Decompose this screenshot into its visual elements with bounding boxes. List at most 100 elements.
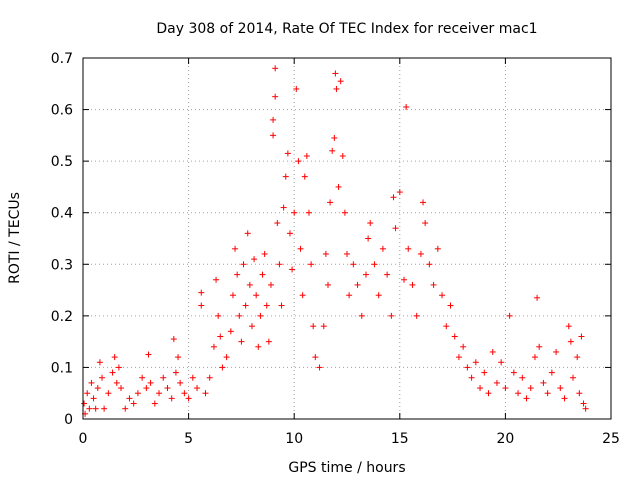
data-point [280, 204, 287, 211]
data-point [81, 400, 88, 407]
data-point [485, 390, 492, 397]
data-point [242, 302, 249, 309]
data-point [202, 390, 209, 397]
data-point [90, 395, 97, 402]
data-point [274, 220, 281, 227]
data-point [531, 354, 538, 361]
data-point [299, 292, 306, 299]
data-point [472, 359, 479, 366]
data-point [322, 250, 329, 257]
data-point [286, 230, 293, 237]
data-point [139, 374, 146, 381]
data-point [527, 385, 534, 392]
data-point [409, 281, 416, 288]
data-point [305, 209, 312, 216]
data-point [177, 379, 184, 386]
data-point [291, 209, 298, 216]
data-point [276, 261, 283, 268]
data-point [278, 302, 285, 309]
data-point [489, 348, 496, 355]
data-point [194, 385, 201, 392]
data-point [217, 333, 224, 340]
data-point [267, 281, 274, 288]
data-point [246, 281, 253, 288]
grid-lines [83, 58, 611, 419]
data-point [297, 245, 304, 252]
data-point [447, 302, 454, 309]
data-point [329, 147, 336, 154]
data-point [160, 374, 167, 381]
data-point [365, 235, 372, 242]
data-point [253, 292, 260, 299]
data-point [223, 354, 230, 361]
data-point [388, 312, 395, 319]
data-point [580, 400, 587, 407]
data-point [198, 302, 205, 309]
data-point [401, 276, 408, 283]
data-point [289, 266, 296, 273]
y-tick-label: 0.4 [51, 206, 73, 222]
data-point [113, 379, 120, 386]
data-point [578, 333, 585, 340]
data-point [206, 374, 213, 381]
data-point [261, 250, 268, 257]
data-point [339, 152, 346, 159]
data-point [420, 199, 427, 206]
y-tick-label: 0.5 [51, 154, 73, 170]
data-point [358, 312, 365, 319]
data-point [92, 405, 99, 412]
data-point [115, 364, 122, 371]
data-point [181, 390, 188, 397]
plot-frame [82, 57, 612, 420]
x-tick-label: 20 [496, 431, 514, 447]
data-point [147, 379, 154, 386]
data-point [251, 256, 258, 263]
data-point [569, 374, 576, 381]
data-point [263, 302, 270, 309]
data-point [341, 209, 348, 216]
data-point [565, 323, 572, 330]
data-point [332, 70, 339, 77]
data-point [375, 292, 382, 299]
data-point [293, 85, 300, 92]
data-point [405, 245, 412, 252]
data-point [333, 85, 340, 92]
x-tick-label: 0 [79, 431, 88, 447]
data-point [413, 312, 420, 319]
data-point [96, 359, 103, 366]
data-point [227, 328, 234, 335]
data-point [544, 390, 551, 397]
data-point [175, 354, 182, 361]
data-point [301, 173, 308, 180]
y-tick-label: 0.7 [51, 51, 73, 67]
data-point [122, 405, 129, 412]
data-point [363, 271, 370, 278]
data-point [350, 261, 357, 268]
data-points [81, 65, 589, 417]
data-point [145, 351, 152, 358]
data-point [430, 281, 437, 288]
data-point [561, 395, 568, 402]
x-axis-label: GPS time / hours [288, 460, 405, 476]
data-point [164, 385, 171, 392]
data-point [270, 132, 277, 139]
data-point [272, 93, 279, 100]
data-point [185, 395, 192, 402]
data-point [344, 250, 350, 257]
data-point [94, 385, 101, 392]
data-point [371, 261, 378, 268]
data-point [426, 261, 433, 268]
y-tick-label: 0.3 [51, 257, 73, 273]
data-point [130, 400, 137, 407]
data-point [265, 338, 272, 345]
data-point [582, 405, 589, 412]
data-point [238, 338, 245, 345]
data-point [236, 312, 243, 319]
data-point [481, 369, 488, 376]
data-point [515, 390, 522, 397]
data-point [390, 194, 397, 201]
data-point [170, 336, 177, 343]
data-point [493, 379, 500, 386]
data-point [519, 374, 526, 381]
data-point [88, 379, 95, 386]
